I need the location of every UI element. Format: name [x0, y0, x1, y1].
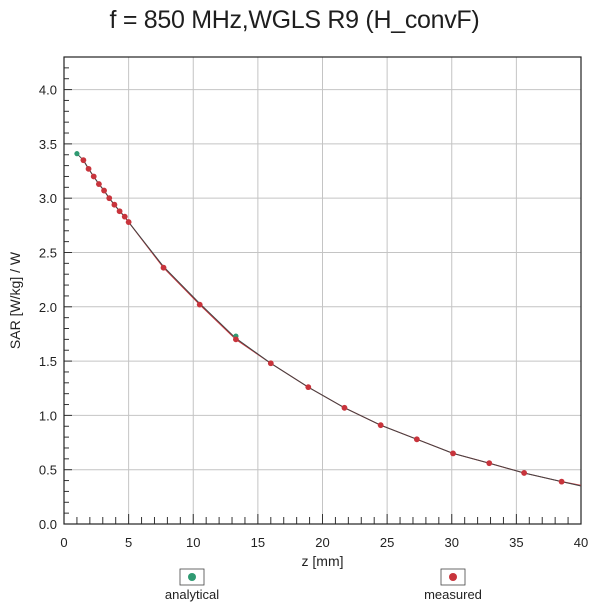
- y-tick-labels: 0.0 0.5 1.0 1.5 2.0 2.5 3.0 3.5 4.0: [39, 83, 57, 532]
- analytical-line: [76, 153, 582, 487]
- measured-point: [450, 450, 456, 457]
- series-lines: [76, 153, 582, 487]
- legend-analytical-swatch: [179, 568, 205, 586]
- series-points: [74, 151, 565, 485]
- legend-measured-marker: [449, 573, 457, 581]
- measured-point: [80, 157, 87, 164]
- x-tick-label-2: 10: [186, 535, 200, 550]
- measured-point: [377, 422, 384, 429]
- x-tick-label-5: 25: [380, 535, 394, 550]
- legend: analytical measured: [165, 568, 482, 602]
- plot-frame: [63, 56, 582, 525]
- measured-point: [85, 165, 92, 172]
- measured-point: [267, 360, 274, 367]
- x-tick-label-1: 5: [125, 535, 132, 550]
- measured-point: [116, 208, 123, 215]
- measured-point: [486, 460, 493, 467]
- x-axis-title: z [mm]: [302, 553, 344, 569]
- measured-point: [233, 336, 239, 343]
- measured-point: [196, 301, 203, 308]
- measured-point: [521, 470, 528, 476]
- measured-point: [558, 478, 565, 485]
- y-tick-label-2: 1.0: [39, 408, 57, 423]
- x-tick-label-8: 40: [574, 535, 588, 550]
- legend-analytical-marker: [188, 573, 196, 581]
- grid: [64, 57, 581, 524]
- legend-measured-swatch: [440, 568, 466, 586]
- measured-point: [341, 404, 348, 411]
- measured-point: [101, 187, 107, 194]
- legend-measured-label: measured: [424, 587, 482, 602]
- y-tick-label-0: 0.0: [39, 517, 57, 532]
- y-tick-label-7: 3.5: [39, 137, 57, 152]
- measured-point: [121, 213, 128, 220]
- y-tick-label-3: 1.5: [39, 354, 57, 369]
- minor-ticks: [63, 56, 582, 525]
- measured-point: [413, 436, 420, 443]
- y-tick-label-1: 0.5: [39, 463, 57, 478]
- measured-point: [125, 219, 132, 225]
- legend-analytical-label: analytical: [165, 587, 219, 602]
- x-tick-label-0: 0: [60, 535, 67, 550]
- measured-point: [160, 264, 167, 271]
- x-tick-label-3: 15: [251, 535, 265, 550]
- x-tick-labels: 0 5 10 15 20 25 30 35 40: [60, 535, 588, 550]
- measured-point: [90, 173, 97, 180]
- y-tick-label-6: 3.0: [39, 191, 57, 206]
- x-tick-label-6: 30: [445, 535, 459, 550]
- chart-title: f = 850 MHz,WGLS R9 (H_convF): [109, 6, 480, 34]
- measured-point: [106, 195, 113, 202]
- measured-line: [82, 159, 582, 486]
- y-tick-label-5: 2.5: [39, 245, 57, 260]
- x-tick-label-7: 35: [509, 535, 523, 550]
- measured-point: [305, 384, 312, 391]
- y-tick-label-8: 4.0: [39, 83, 57, 98]
- x-tick-label-4: 20: [315, 535, 329, 550]
- analytical-point: [74, 151, 80, 157]
- y-axis-title: SAR [W/kg] / W: [7, 251, 23, 349]
- y-tick-label-4: 2.0: [39, 300, 57, 315]
- measured-point: [95, 181, 102, 187]
- measured-point: [111, 201, 118, 208]
